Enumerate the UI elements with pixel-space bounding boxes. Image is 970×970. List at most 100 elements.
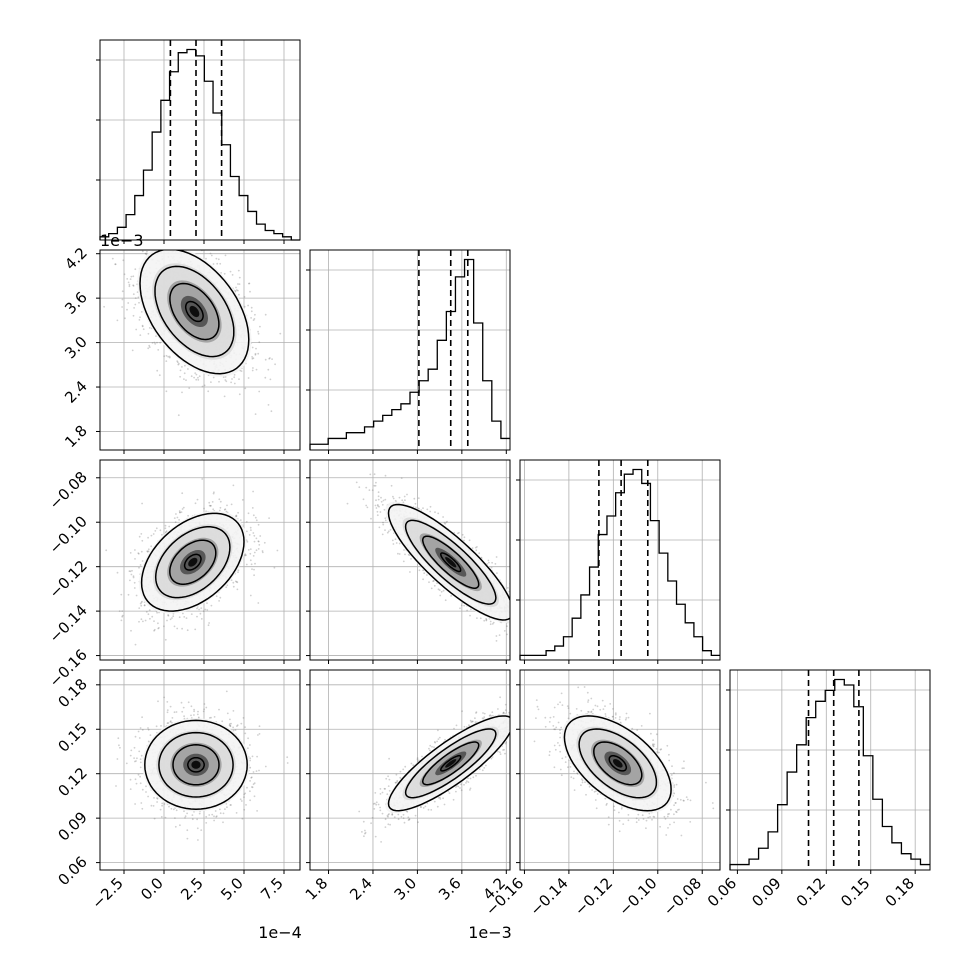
sample-point (147, 548, 150, 551)
sample-point (190, 613, 193, 615)
sample-point (147, 243, 149, 245)
sample-point (179, 511, 181, 514)
sample-point (197, 379, 200, 381)
sample-point (182, 612, 184, 615)
sample-point (273, 566, 276, 569)
sample-point (116, 571, 119, 574)
sample-point (268, 517, 270, 519)
sample-point (139, 564, 142, 566)
sample-point (141, 325, 144, 328)
sample-point (140, 550, 143, 553)
sample-point (151, 615, 154, 618)
sample-point (154, 530, 157, 532)
sample-point (235, 286, 237, 289)
sample-point (207, 624, 210, 627)
sample-point (138, 566, 140, 569)
sample-point (154, 343, 157, 345)
sample-point (161, 804, 164, 807)
contour-line (183, 553, 202, 571)
sample-point (147, 536, 150, 539)
sample-point (240, 800, 243, 802)
sample-point (136, 291, 139, 293)
sample-point (157, 622, 159, 625)
sample-point (201, 478, 204, 480)
sample-point (150, 226, 152, 228)
sample-point (173, 711, 176, 714)
sample-point (171, 617, 173, 619)
sample-point (251, 786, 253, 788)
sample-point (145, 611, 148, 613)
sample-point (135, 594, 138, 597)
sample-point (187, 368, 189, 370)
sample-point (267, 368, 270, 371)
sample-point (118, 744, 120, 747)
sample-point (238, 378, 240, 380)
sample-point (130, 749, 133, 752)
sample-point (222, 376, 225, 379)
sample-point (142, 620, 144, 623)
sample-point (212, 263, 215, 265)
sample-point (208, 622, 211, 624)
sample-point (197, 839, 199, 841)
sample-point (148, 327, 151, 329)
sample-point (226, 806, 228, 809)
sample-point (257, 540, 260, 543)
sample-point (182, 246, 184, 248)
sample-point (237, 289, 239, 292)
sample-point (219, 262, 222, 265)
sample-point (221, 720, 224, 723)
sample-point (140, 601, 143, 604)
sample-point (217, 258, 220, 261)
contour-line (184, 300, 204, 323)
sample-point (244, 553, 247, 555)
sample-point (198, 375, 201, 378)
sample-point (224, 808, 226, 810)
sample-point (195, 373, 198, 376)
sample-point (206, 609, 209, 611)
sample-point (183, 244, 185, 246)
sample-point (252, 514, 255, 517)
sample-point (195, 378, 198, 381)
histogram-panel-p1 (306, 249, 511, 454)
sample-point (237, 569, 240, 572)
sample-point (205, 257, 207, 260)
sample-point (182, 230, 184, 232)
sample-point (178, 519, 181, 521)
sample-point (223, 395, 226, 398)
sample-point (234, 729, 237, 731)
sample-point (249, 552, 252, 555)
sample-point (141, 788, 144, 791)
sample-point (193, 376, 196, 379)
sample-point (222, 821, 224, 824)
sample-point (124, 317, 126, 320)
sample-point (256, 755, 258, 758)
sample-point (254, 313, 256, 316)
sample-point (139, 782, 142, 785)
sample-point (257, 602, 260, 604)
sample-point (141, 560, 144, 562)
panel-frame (99, 459, 301, 661)
sample-point (160, 816, 163, 818)
sample-point (121, 610, 124, 612)
sample-point (174, 521, 177, 524)
sample-point (237, 283, 239, 285)
sample-point (203, 384, 206, 387)
sample-point (140, 533, 143, 535)
sample-point (185, 617, 188, 619)
sample-point (146, 550, 149, 553)
sample-point (237, 269, 240, 272)
sample-point (150, 545, 153, 548)
sample-point (177, 363, 180, 366)
sample-point (244, 554, 247, 557)
sample-point (153, 629, 156, 632)
sample-point (253, 540, 256, 543)
sample-point (128, 283, 131, 286)
sample-point (183, 810, 185, 813)
panel-content (105, 478, 279, 646)
sample-point (249, 526, 252, 529)
sample-point (261, 550, 264, 552)
sample-point (118, 610, 121, 612)
sample-point (140, 311, 143, 313)
sample-point (148, 609, 151, 611)
sample-point (175, 513, 177, 515)
